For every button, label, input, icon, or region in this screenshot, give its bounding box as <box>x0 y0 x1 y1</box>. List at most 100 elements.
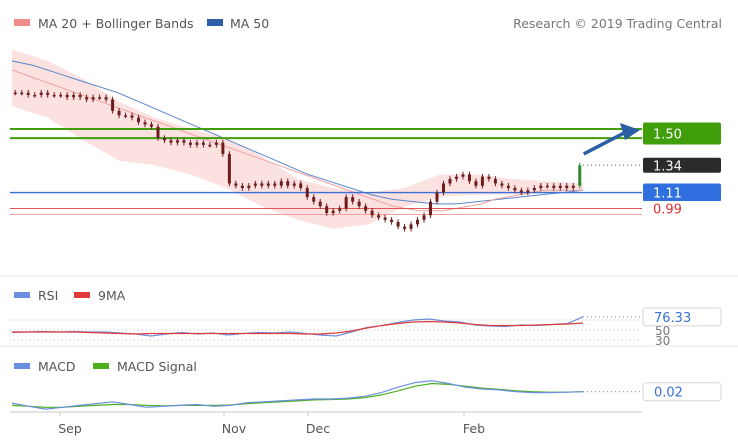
tag-support-0-99-label: 0.99 <box>653 202 682 217</box>
candle-body <box>13 92 17 95</box>
candle-body <box>435 192 439 202</box>
ma50-line <box>11 60 584 205</box>
candle-body <box>260 183 264 186</box>
candle-body <box>78 94 82 98</box>
candle-body <box>234 183 238 186</box>
tag-current-1-34-label: 1.34 <box>653 159 682 174</box>
candle-body <box>487 176 491 179</box>
ma20-line <box>11 69 583 212</box>
tag-current-1-34-box <box>643 157 721 173</box>
x-tick-label: Feb <box>463 421 485 436</box>
candle-body <box>72 94 76 98</box>
candle-body <box>474 181 478 186</box>
macd-signal-line <box>11 382 584 408</box>
candle-body <box>390 219 394 223</box>
tag-support-0-99-box <box>643 200 721 216</box>
candle-body <box>26 92 30 95</box>
macd-panel: 0.02 <box>11 380 722 410</box>
candle-body <box>52 94 56 97</box>
forecast-arrow-head <box>620 122 640 140</box>
candle-body <box>130 115 134 118</box>
credit-text: Research © 2019 Trading Central <box>513 16 722 31</box>
candle-body <box>137 117 141 123</box>
candle-body <box>150 124 154 127</box>
candle-body <box>513 188 517 191</box>
candle-body <box>46 92 50 95</box>
candle-body <box>318 201 322 207</box>
tag-support-1-11-label: 1.11 <box>653 187 682 202</box>
legend-swatch-macd-signal <box>93 363 109 369</box>
candle-body <box>312 197 316 202</box>
candle-body <box>416 219 420 225</box>
candle-body <box>565 185 569 189</box>
candle-body <box>377 215 381 218</box>
tag-support-1-11-box <box>643 183 721 202</box>
candle-body <box>571 185 575 189</box>
candle-body <box>59 94 63 97</box>
candle-body <box>188 142 192 145</box>
candle-body <box>292 183 296 186</box>
candle-body <box>545 185 549 188</box>
candle-body <box>253 183 257 186</box>
candle-body <box>65 94 69 98</box>
candle-body <box>124 115 128 117</box>
candle-body <box>175 140 179 143</box>
candle-body <box>247 185 251 189</box>
candle-body <box>532 188 536 191</box>
candle-body <box>143 122 147 125</box>
candle-body <box>156 126 160 139</box>
candle-body <box>422 215 426 220</box>
candle-body <box>409 224 413 229</box>
candle-body <box>266 183 270 186</box>
macd-current-tag-label: 0.02 <box>654 386 683 401</box>
candle-body <box>578 165 582 186</box>
candle-body <box>33 94 37 97</box>
legend-label-rsi: RSI <box>38 288 58 303</box>
x-tick-label: Sep <box>58 421 82 436</box>
candle-body <box>370 210 374 216</box>
legend-swatch-macd <box>14 363 30 369</box>
candle-body <box>111 99 115 111</box>
macd-legend: MACD MACD Signal <box>14 359 197 374</box>
price-panel: 1.50 1.34 1.110.99 <box>10 49 721 232</box>
candle-body <box>104 97 108 100</box>
rsi-level-label: 30 <box>655 334 670 348</box>
candle-body <box>454 176 458 179</box>
candle-body <box>480 176 484 186</box>
bollinger-band <box>12 49 583 229</box>
candle-body <box>325 206 329 213</box>
candle-body <box>85 97 89 100</box>
rsi-current-tag-box <box>642 307 722 327</box>
candle-body <box>467 174 471 182</box>
candle-body <box>182 140 186 143</box>
candle-body <box>91 97 95 100</box>
candle-body <box>506 185 510 189</box>
x-axis: Sep Nov Dec Feb <box>10 411 642 436</box>
candle-body <box>539 185 543 189</box>
candle-body <box>240 185 244 189</box>
rsi-9ma-line <box>12 320 584 335</box>
candle-body <box>214 142 218 145</box>
legend-swatch-9ma <box>74 292 90 298</box>
candle-body <box>383 217 387 220</box>
candle-body <box>279 181 283 186</box>
rsi-level-label: 50 <box>655 324 670 338</box>
candle-body <box>208 144 212 147</box>
candle-body <box>195 142 199 145</box>
rsi-legend: RSI 9MA <box>14 288 126 303</box>
candle-body <box>396 222 400 227</box>
candle-body <box>273 183 277 186</box>
candle-body <box>493 178 497 184</box>
legend-label-ma50: MA 50 <box>230 16 269 31</box>
candle-body <box>338 208 342 211</box>
candle-body <box>552 185 556 189</box>
legend-swatch-rsi <box>14 292 30 298</box>
tag-resistance-1-50-label: 1.50 <box>653 128 682 143</box>
legend-swatch-ma50 <box>207 19 223 26</box>
candle-body <box>117 110 121 116</box>
candle-body <box>344 197 348 209</box>
candle-body <box>364 206 368 211</box>
candle-body <box>357 201 361 207</box>
candle-body <box>461 174 465 177</box>
